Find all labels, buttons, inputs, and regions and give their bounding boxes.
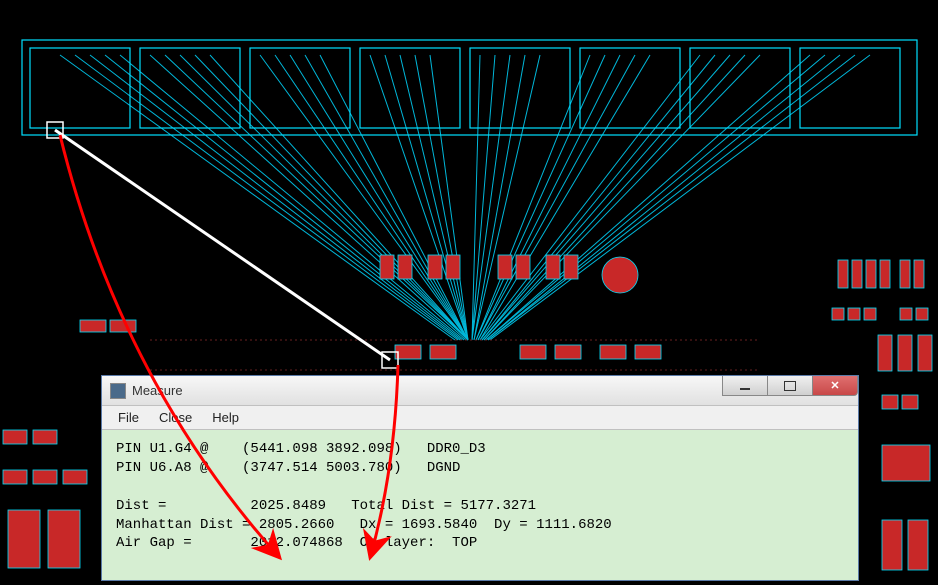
minimize-button[interactable] <box>722 376 768 396</box>
app-icon <box>110 383 126 399</box>
line-1: PIN U1.G4 @ (5441.098 3892.098) DDR0_D3 <box>116 441 486 457</box>
measure-output: PIN U1.G4 @ (5441.098 3892.098) DDR0_D3 … <box>102 430 858 580</box>
line-5: Manhattan Dist = 2805.2660 Dx = 1693.584… <box>116 517 612 533</box>
window-controls <box>723 376 858 396</box>
menubar: File Close Help <box>102 406 858 430</box>
maximize-button[interactable] <box>767 376 813 396</box>
menu-file[interactable]: File <box>108 408 149 427</box>
menu-close[interactable]: Close <box>149 408 202 427</box>
measure-window[interactable]: Measure File Close Help PIN U1.G4 @ (544… <box>101 375 859 581</box>
close-button[interactable] <box>812 376 858 396</box>
line-4: Dist = 2025.8489 Total Dist = 5177.3271 <box>116 498 536 514</box>
window-title: Measure <box>132 383 183 398</box>
line-6: Air Gap = 2012.074868 On layer: TOP <box>116 535 477 551</box>
line-2: PIN U6.A8 @ (3747.514 5003.780) DGND <box>116 460 460 476</box>
titlebar[interactable]: Measure <box>102 376 858 406</box>
menu-help[interactable]: Help <box>202 408 249 427</box>
